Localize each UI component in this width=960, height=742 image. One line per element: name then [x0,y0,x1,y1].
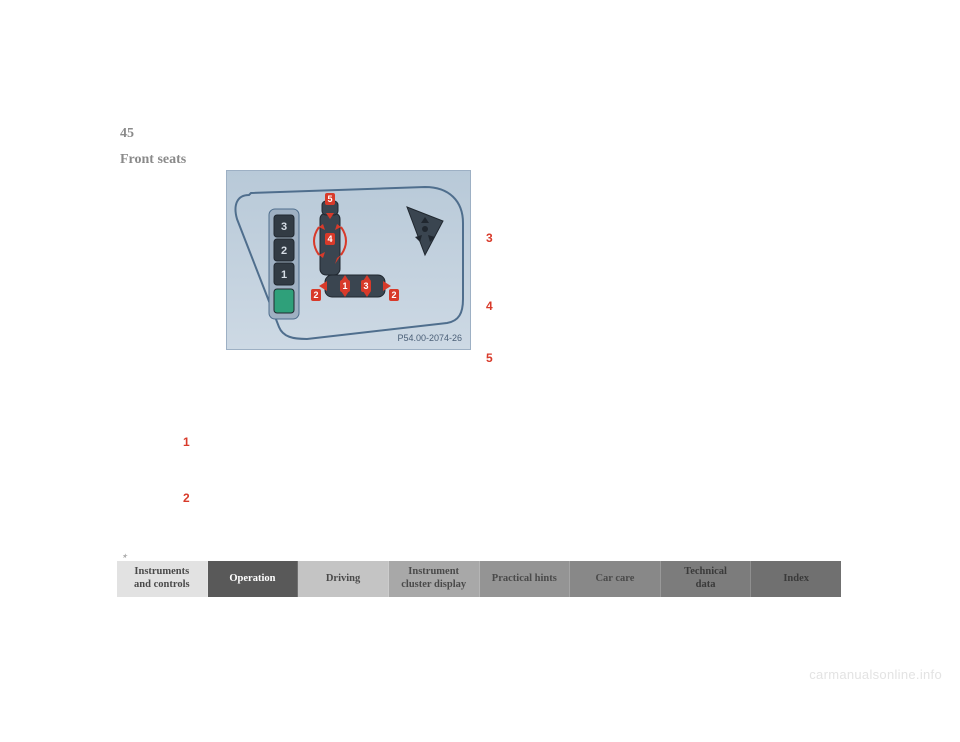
tab-technical-data[interactable]: Technicaldata [661,561,752,597]
seat-control-diagram: 3 2 1 [226,170,471,350]
svg-text:1: 1 [281,269,287,281]
tab-instrument-cluster-display[interactable]: Instrumentcluster display [389,561,480,597]
item-4-number: 4 [486,296,493,316]
item-5-number: 5 [486,348,493,368]
tab-index[interactable]: Index [751,561,841,597]
svg-text:5: 5 [327,194,332,204]
item-1-number: 1 [183,432,190,452]
section-title: Front seats [120,152,186,168]
tab-car-care[interactable]: Car care [570,561,661,597]
seat-control-svg: 3 2 1 [227,171,472,351]
svg-text:3: 3 [363,281,368,291]
svg-text:1: 1 [342,281,347,291]
diagram-part-number: P54.00-2074-26 [397,333,462,343]
bottom-nav-tabs: Instrumentsand controls Operation Drivin… [117,561,841,597]
tab-instruments-and-controls[interactable]: Instrumentsand controls [117,561,208,597]
tab-operation[interactable]: Operation [208,561,299,597]
tab-practical-hints[interactable]: Practical hints [480,561,571,597]
svg-text:2: 2 [391,290,396,300]
item-3-number: 3 [486,228,493,248]
svg-text:3: 3 [281,221,287,233]
item-2-number: 2 [183,488,190,508]
svg-text:2: 2 [281,245,287,257]
manual-page: 45 Front seats 3 2 1 [0,0,960,742]
tab-driving[interactable]: Driving [298,561,389,597]
svg-text:2: 2 [313,290,318,300]
watermark: carmanualsonline.info [809,667,942,682]
svg-text:4: 4 [327,234,332,244]
page-number: 45 [120,126,134,142]
